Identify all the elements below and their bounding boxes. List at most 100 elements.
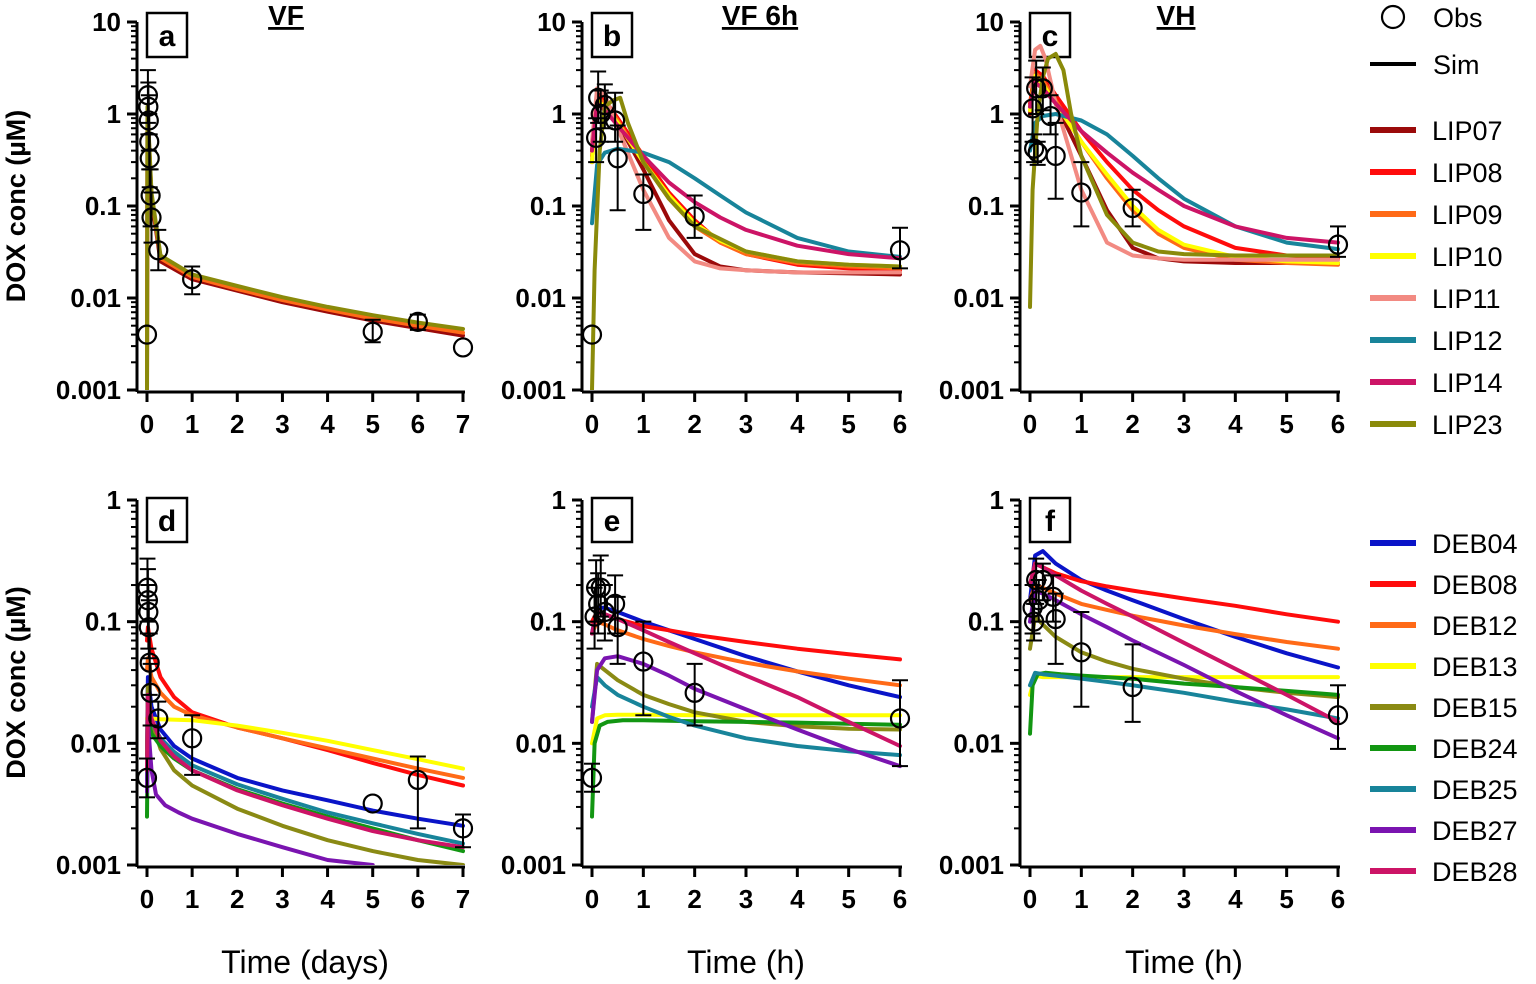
legend-label-lip14: LIP14 xyxy=(1432,368,1503,398)
sim-line-lip07 xyxy=(590,90,902,277)
obs-point xyxy=(182,728,203,749)
obs-point xyxy=(1032,569,1053,591)
x-tick-label: 2 xyxy=(1125,884,1139,914)
obs-point xyxy=(407,769,428,791)
x-tick-label: 3 xyxy=(275,884,289,914)
y-tick-label: 1 xyxy=(107,99,121,129)
sim-line-lip10 xyxy=(590,98,902,269)
obs-point xyxy=(139,652,160,673)
x-tick-label: 0 xyxy=(585,409,599,439)
y-tick-label: 0.01 xyxy=(70,728,121,758)
obs-point xyxy=(140,185,161,206)
x-tick-label: 5 xyxy=(1279,884,1293,914)
obs-point xyxy=(1024,138,1045,159)
obs-point xyxy=(581,324,603,345)
y-tick-label: 1 xyxy=(990,99,1004,129)
legend-label-lip10: LIP10 xyxy=(1432,242,1503,272)
panel-a: 10 1 0.1 0.01 0.001 0 1 2 3 4 5 6 7 DOX conc (µM) VF a xyxy=(1,0,474,439)
y-tick-label: 0.01 xyxy=(515,728,566,758)
sim-line-deb28 xyxy=(1028,561,1340,724)
obs-point xyxy=(136,767,158,788)
legend-label-lip12: LIP12 xyxy=(1432,326,1503,356)
x-tick-label: 5 xyxy=(365,884,379,914)
obs-point xyxy=(684,682,705,703)
panel-title: VF 6h xyxy=(722,0,798,31)
observed-points xyxy=(1022,557,1349,750)
obs-point xyxy=(1026,569,1047,591)
x-tick-label: 7 xyxy=(456,884,470,914)
obs-point xyxy=(604,593,626,614)
sim-line-lip12 xyxy=(590,146,902,259)
panel-b: 10 1 0.1 0.01 0.001 0 1 2 3 4 5 6 VF 6h b xyxy=(501,0,911,439)
y-tick-label: 10 xyxy=(975,7,1004,37)
obs-point xyxy=(684,206,705,227)
obs-point xyxy=(407,311,428,332)
obs-point xyxy=(137,577,158,598)
obs-point xyxy=(1028,590,1049,611)
x-tick-label: 1 xyxy=(636,409,650,439)
panel-letter-box xyxy=(145,496,189,544)
y-tick-label: 1 xyxy=(107,485,121,515)
x-tick-label: 1 xyxy=(636,884,650,914)
x-tick-label: 5 xyxy=(1279,409,1293,439)
obs-point xyxy=(590,577,611,598)
obs-point xyxy=(607,617,628,638)
obs-point xyxy=(1040,105,1061,127)
obs-point xyxy=(139,131,160,152)
obs-point xyxy=(1071,182,1092,203)
obs-point xyxy=(452,818,474,839)
sim-line-lip11 xyxy=(1028,43,1340,262)
deb-legend: DEB04 DEB08 DEB12 DEB13 DEB15 DEB24 DEB25 DEB27… xyxy=(1370,529,1518,887)
observed-points xyxy=(581,70,911,345)
sim-line-deb08 xyxy=(145,625,465,788)
obs-legend-marker xyxy=(1380,4,1406,30)
obs-point xyxy=(140,682,161,703)
y-tick-label: 0.1 xyxy=(968,191,1004,221)
x-tick-label: 0 xyxy=(1023,884,1037,914)
obs-point xyxy=(362,321,383,342)
sim-line-lip23 xyxy=(1028,51,1340,309)
panel-letter: c xyxy=(1042,20,1059,53)
x-tick-label: 6 xyxy=(893,409,907,439)
obs-point xyxy=(139,148,160,169)
sim-line-deb24 xyxy=(590,718,902,819)
observed-points xyxy=(1022,59,1349,258)
obs-point xyxy=(452,337,474,358)
obs-point xyxy=(148,240,169,261)
x-tick-label: 2 xyxy=(230,884,244,914)
obs-point xyxy=(138,617,159,638)
y-tick-label: 0.001 xyxy=(56,850,121,880)
x-tick-label: 6 xyxy=(1331,884,1345,914)
y-tick-label: 0.01 xyxy=(515,283,566,313)
legend-label-deb08: DEB08 xyxy=(1432,570,1518,600)
obs-point xyxy=(586,577,607,598)
panel-letter-box xyxy=(145,11,189,59)
sim-line-lip23 xyxy=(590,95,902,390)
sim-line-lip09 xyxy=(590,95,902,271)
y-tick-label: 0.001 xyxy=(56,375,121,405)
sim-line-deb12 xyxy=(590,619,902,688)
observed-points xyxy=(581,554,911,793)
x-axis-label: Time (h) xyxy=(687,944,805,980)
x-tick-label: 6 xyxy=(893,884,907,914)
legend-label-lip07: LIP07 xyxy=(1432,116,1503,146)
obs-point xyxy=(1045,608,1066,630)
sim-line-deb04 xyxy=(1028,549,1340,670)
obs-point xyxy=(138,96,159,117)
x-tick-label: 5 xyxy=(841,409,855,439)
y-tick-label: 0.1 xyxy=(530,191,566,221)
legend-label-deb24: DEB24 xyxy=(1432,734,1518,764)
obs-point xyxy=(607,148,628,169)
sim-line-deb25 xyxy=(1028,670,1340,721)
panel-letter: f xyxy=(1045,505,1056,538)
obs-point xyxy=(1026,78,1047,99)
sim-legend-label: Sim xyxy=(1433,50,1480,80)
y-tick-label: 1 xyxy=(990,485,1004,515)
obs-point xyxy=(586,127,607,148)
x-tick-label: 4 xyxy=(790,409,805,439)
y-tick-label: 0.1 xyxy=(530,607,566,637)
obs-point xyxy=(1022,98,1043,119)
sim-line-deb13 xyxy=(145,716,465,771)
x-tick-label: 2 xyxy=(1125,409,1139,439)
x-axis-label: Time (h) xyxy=(1125,944,1243,980)
